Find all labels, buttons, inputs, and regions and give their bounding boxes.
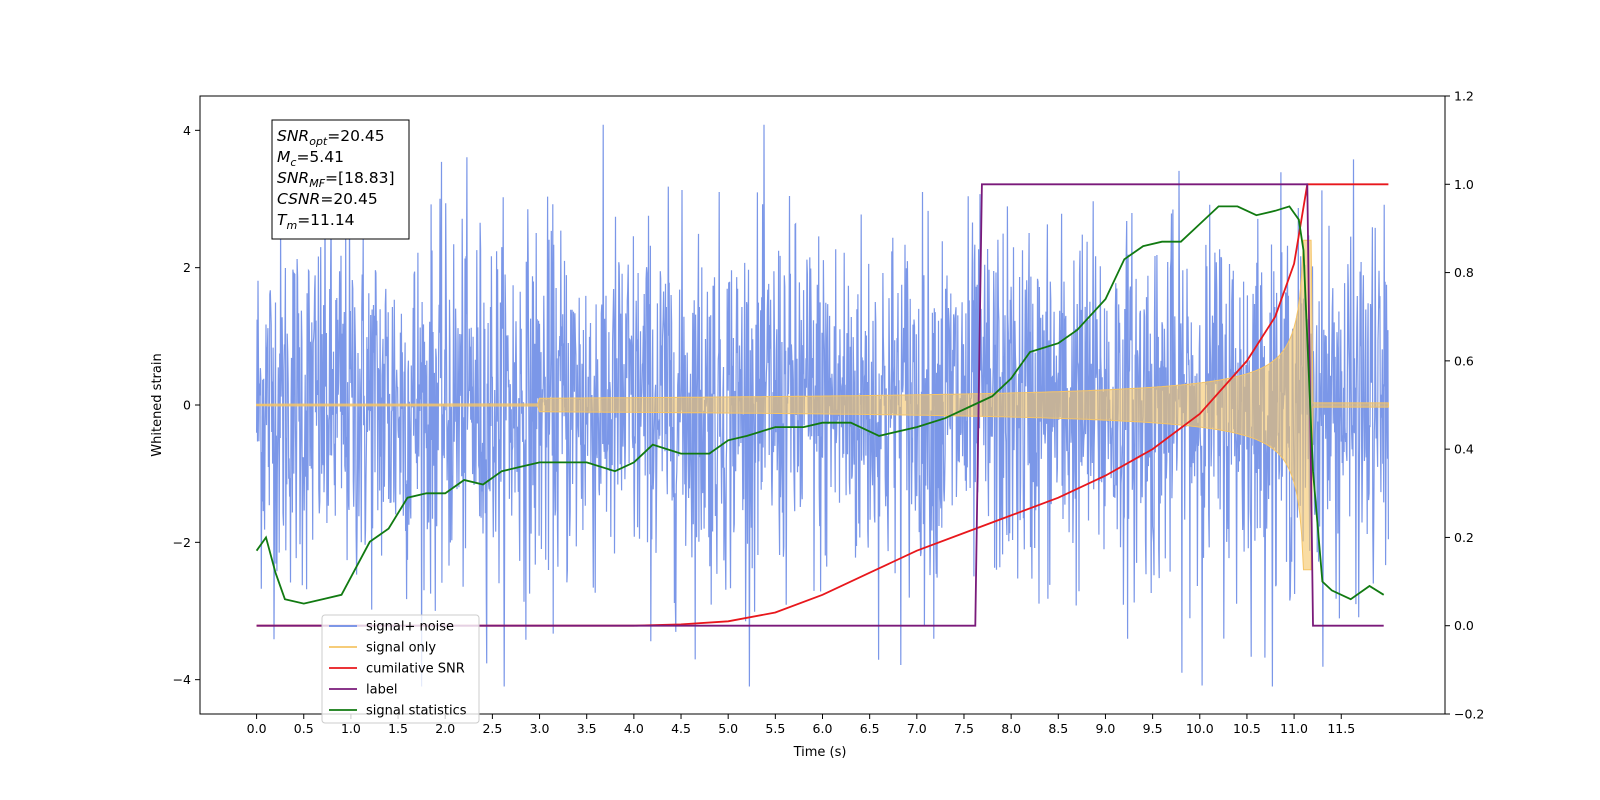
- info-box-line: SNRMF=[18.83]: [277, 169, 395, 190]
- x-axis: 0.0 0.5 1.0 1.5 2.0 2.5 3.0 3.5 4.0 4.5 5.0 5.5 6.0 6…: [247, 714, 1355, 736]
- info-box: SNRopt=20.45Mc=5.41SNRMF=[18.83]CSNR=20.…: [271, 119, 410, 240]
- x-tick-label: 1.0: [341, 721, 361, 736]
- info-box-frame: [271, 119, 410, 240]
- legend-label: signal statistics: [366, 704, 467, 719]
- y2-tick-label: 1.2: [1454, 89, 1474, 104]
- x-tick-label: 8.5: [1048, 721, 1068, 736]
- x-axis-label: Time (s): [793, 745, 847, 760]
- y-tick-label: −4: [173, 672, 191, 687]
- x-tick-label: 3.0: [530, 721, 550, 736]
- x-tick-label: 9.5: [1143, 721, 1163, 736]
- x-tick-label: 0.0: [247, 721, 267, 736]
- legend-frame: [321, 614, 480, 724]
- x-tick-label: 0.5: [294, 721, 314, 736]
- info-box-line: CSNR=20.45: [277, 190, 378, 208]
- y-tick-label: 2: [183, 260, 191, 275]
- x-tick-label: 10.0: [1186, 721, 1214, 736]
- legend-label: signal only: [366, 641, 436, 656]
- series-cumilative-snr: [256, 183, 1389, 627]
- x-tick-label: 3.5: [577, 721, 597, 736]
- info-box-line: SNRopt=20.45: [277, 127, 385, 148]
- info-box-line: Tm=11.14: [277, 211, 355, 232]
- x-tick-label: 11.0: [1280, 721, 1308, 736]
- y2-tick-label: 0.8: [1454, 265, 1474, 280]
- series-signal-noise: [256, 124, 1389, 687]
- x-tick-label: 4.5: [671, 721, 691, 736]
- x-tick-label: 5.0: [718, 721, 738, 736]
- y-axis-label: Whitened strain: [150, 353, 165, 456]
- x-tick-label: 8.0: [1001, 721, 1021, 736]
- x-tick-label: 9.0: [1096, 721, 1116, 736]
- x-tick-label: 7.5: [954, 721, 974, 736]
- legend-label: label: [366, 683, 397, 698]
- info-box-line: Mc=5.41: [277, 148, 344, 169]
- y-tick-label: −2: [173, 535, 191, 550]
- x-tick-label: 10.5: [1233, 721, 1261, 736]
- y2-tick-label: 0.6: [1454, 353, 1474, 368]
- x-tick-label: 2.5: [482, 721, 502, 736]
- legend: signal+ noise signal only cumilative SNR la…: [321, 614, 480, 724]
- x-tick-label: 11.5: [1327, 721, 1355, 736]
- x-tick-label: 5.5: [765, 721, 785, 736]
- y2-tick-label: −0.2: [1454, 707, 1484, 722]
- y2-tick-label: 1.0: [1454, 177, 1474, 192]
- legend-label: cumilative SNR: [366, 662, 465, 677]
- x-tick-label: 2.0: [435, 721, 455, 736]
- y2-tick-label: 0.0: [1454, 618, 1474, 633]
- plot-area: [255, 124, 1389, 687]
- y2-tick-label: 0.2: [1454, 530, 1474, 545]
- x-tick-label: 1.5: [388, 721, 408, 736]
- series-signal-only: [256, 239, 1389, 571]
- series-label: [256, 183, 1384, 627]
- series-signal-statistics: [255, 205, 1385, 605]
- y2-tick-label: 0.4: [1454, 442, 1474, 457]
- y-axis-right: −0.2 0.0 0.2 0.4 0.6 0.8 1.0 1.2: [1445, 89, 1484, 722]
- x-tick-label: 7.0: [907, 721, 927, 736]
- legend-label: signal+ noise: [366, 620, 454, 635]
- x-tick-label: 6.5: [860, 721, 880, 736]
- y-tick-label: 0: [183, 398, 191, 413]
- y-tick-label: 4: [183, 123, 191, 138]
- y-axis-left: −4 −2 0 2 4: [173, 123, 200, 687]
- x-tick-label: 6.0: [813, 721, 833, 736]
- x-tick-label: 4.0: [624, 721, 644, 736]
